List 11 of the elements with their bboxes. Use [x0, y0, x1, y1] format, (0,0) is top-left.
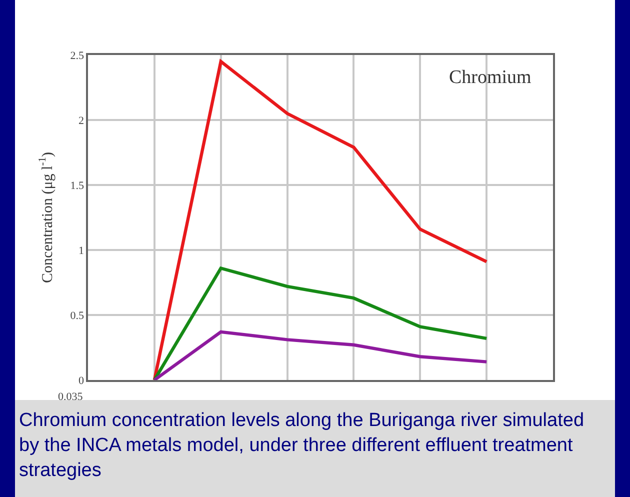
text: Chromium concentration levels along the Buriganga river simulated by the INCA metals model, under three different effluent treatment strategies [19, 410, 584, 481]
y-tick-label: 1.5 [70, 180, 85, 192]
line-series [152, 266, 488, 380]
y-tick-label: 0.5 [70, 310, 85, 322]
y-tick-label: 0 [78, 374, 85, 387]
line-series [152, 330, 488, 380]
y-tick-label: 2 [78, 114, 84, 127]
annotation: Chromium [449, 67, 532, 88]
y-tick-label: 2.5 [70, 50, 85, 62]
text: 0.035 [58, 391, 84, 403]
y-tick-label: 1 [78, 244, 84, 257]
